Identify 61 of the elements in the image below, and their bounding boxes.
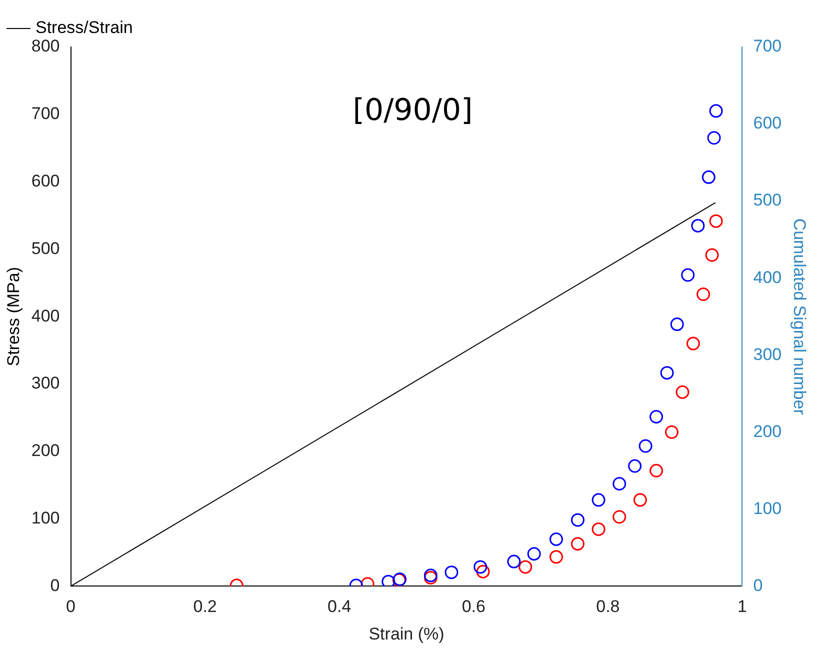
x-axis-title: Strain (%) [368,624,444,644]
x-tick-label: 0.6 [462,597,486,616]
point [476,564,490,578]
point [570,513,584,527]
y2-tick-label: 700 [753,36,782,56]
annotation: [0/90/0] [352,92,473,128]
y-tick-label: 100 [31,508,60,528]
y2-tick-label: 0 [753,576,763,595]
y-tick-label: 800 [31,36,60,56]
y-tick-label: 500 [31,238,60,258]
point [702,170,716,184]
point [518,560,532,574]
y2-tick-label: 500 [753,190,782,210]
y-tick-label: 600 [31,171,60,190]
point [676,385,690,399]
point [633,493,647,507]
point [507,554,521,568]
x-tick-label: 1 [738,597,747,616]
point [650,464,664,478]
y-tick-label: 700 [31,104,60,124]
point [549,532,563,546]
point [650,410,664,424]
point [592,493,606,507]
point [638,439,652,453]
y-tick-label: 0 [50,576,60,595]
point [444,566,458,580]
legend-label: Stress/Strain [36,18,133,38]
point [527,547,541,561]
y-axis-title: Stress (MPa) [4,267,23,366]
y2-tick-label: 300 [753,344,782,364]
x-tick-label: 0.8 [596,597,620,616]
point [681,268,695,282]
point [660,366,674,380]
point [707,131,721,145]
point [628,459,642,473]
y2-tick-label: 200 [753,422,782,441]
y2-axis-title: Cumulated Signal number [790,218,810,416]
point [382,574,396,586]
point [696,288,710,302]
point [705,248,719,262]
x-tick-label: 0 [66,597,76,616]
point [686,336,700,350]
point [709,214,723,228]
point [612,510,626,524]
point [474,560,488,574]
point [664,425,678,439]
x-tick-label: 0.4 [328,597,352,616]
point [612,477,626,490]
x-tick-label: 0.2 [193,597,217,616]
y2-tick-label: 100 [753,498,782,518]
point [549,550,563,564]
y-tick-label: 400 [31,306,60,326]
point [691,218,705,232]
y-tick-label: 300 [31,374,60,393]
y2-tick-label: 400 [753,268,782,287]
y2-tick-label: 600 [753,114,782,133]
point [670,318,684,332]
point [592,522,606,536]
point [570,537,584,551]
point [709,104,723,118]
y-tick-label: 200 [31,441,60,460]
